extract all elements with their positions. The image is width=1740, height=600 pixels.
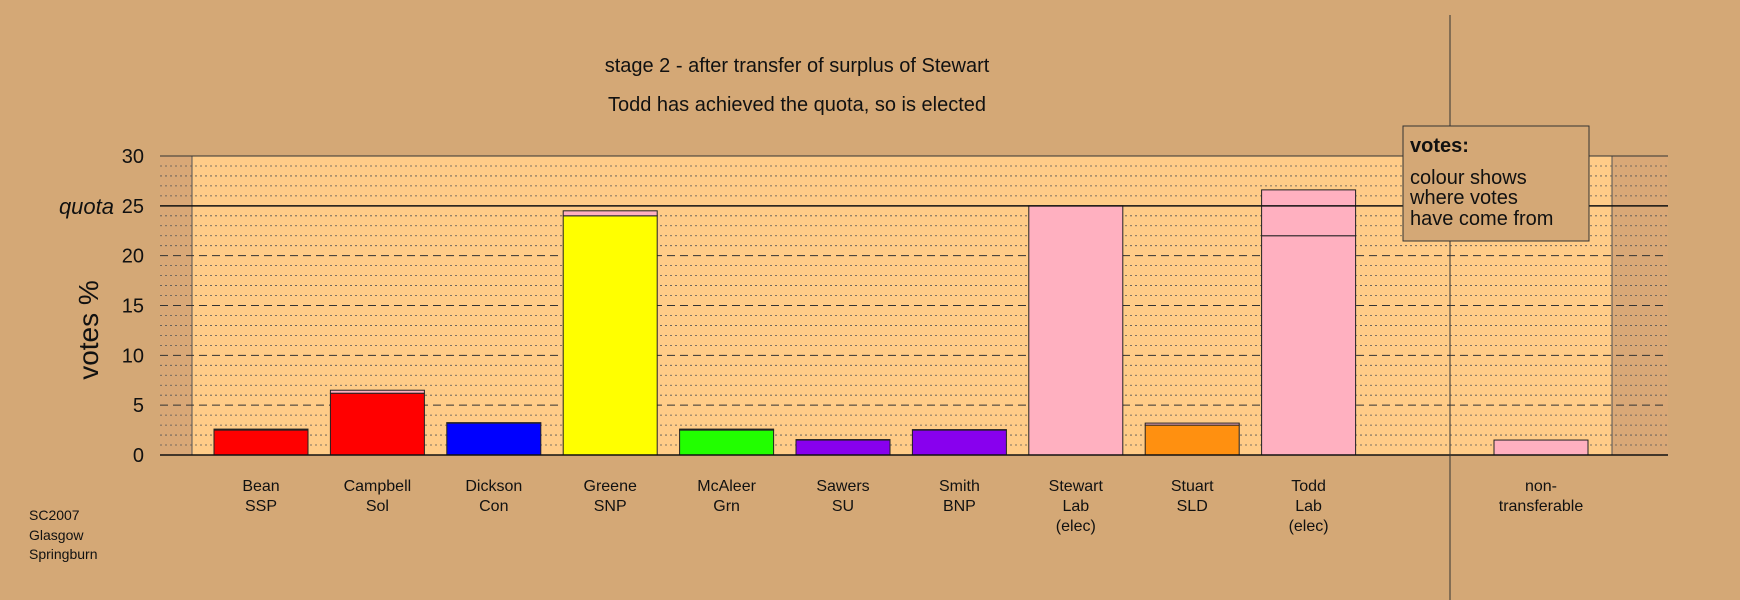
legend-line-1: colour shows bbox=[1410, 167, 1527, 189]
category-labels: Bean SSP Campbell Sol Dickson Con Greene SNP McA… bbox=[242, 478, 1583, 535]
bar-greene-segment-2 bbox=[562, 210, 658, 217]
y-axis-label: votes % bbox=[73, 280, 104, 380]
category-label-bean-2: SSP bbox=[245, 498, 277, 515]
category-label-sawers-2: SU bbox=[832, 498, 854, 515]
y-tick-label-10: 10 bbox=[122, 345, 144, 367]
legend: votes: colour shows where votes have com… bbox=[1402, 125, 1590, 242]
y-tick-label-30: 30 bbox=[122, 146, 144, 168]
bar-stuart-segment-2 bbox=[1144, 422, 1240, 426]
footer: SC2007 Glasgow Springburn bbox=[29, 507, 98, 562]
category-label-bean-1: Bean bbox=[242, 478, 279, 495]
bar-campbell-segment-2 bbox=[329, 389, 425, 394]
category-label-nontransferable-1: non- bbox=[1525, 478, 1557, 495]
bar-mcaleer-segment-2 bbox=[679, 428, 775, 431]
category-label-campbell-2: Sol bbox=[366, 498, 389, 515]
chart-title: stage 2 - after transfer of surplus of S… bbox=[605, 55, 990, 77]
category-label-smith-2: BNP bbox=[943, 498, 976, 515]
legend-title: votes: bbox=[1410, 135, 1469, 157]
y-tick-label-15: 15 bbox=[122, 296, 144, 318]
category-label-mcaleer-2: Grn bbox=[713, 498, 740, 515]
quota-label: quota bbox=[59, 194, 114, 219]
bar-bean-segment-1 bbox=[213, 429, 309, 456]
category-label-todd-2: Lab bbox=[1295, 498, 1322, 515]
bar-campbell-segment-1 bbox=[329, 392, 425, 456]
category-label-greene-1: Greene bbox=[584, 478, 637, 495]
category-label-mcaleer-1: McAleer bbox=[697, 478, 756, 495]
legend-line-2: where votes bbox=[1409, 187, 1518, 209]
category-label-greene-2: SNP bbox=[594, 498, 627, 515]
bar-stewart-segment-1 bbox=[1028, 205, 1124, 456]
category-label-dickson-1: Dickson bbox=[465, 478, 522, 495]
bar-smith-segment-1 bbox=[911, 429, 1007, 456]
category-label-dickson-2: Con bbox=[479, 498, 508, 515]
category-label-todd-1: Todd bbox=[1291, 478, 1326, 495]
category-label-sawers-1: Sawers bbox=[816, 478, 869, 495]
bar-todd-segment-1 bbox=[1261, 235, 1357, 456]
category-label-nontransferable-2: transferable bbox=[1499, 498, 1584, 515]
y-tick-label-20: 20 bbox=[122, 246, 144, 268]
category-label-stuart-1: Stuart bbox=[1171, 478, 1214, 495]
legend-line-3: have come from bbox=[1410, 208, 1553, 230]
legend-box bbox=[1402, 125, 1590, 242]
y-tick-label-25: 25 bbox=[122, 196, 144, 218]
bar-todd-segment-2 bbox=[1261, 189, 1357, 237]
footer-line-1: SC2007 bbox=[29, 507, 80, 523]
footer-line-2: Glasgow bbox=[29, 527, 84, 543]
bar-dickson-segment-1 bbox=[446, 422, 542, 456]
category-label-stewart-3: (elec) bbox=[1056, 518, 1096, 535]
category-label-stuart-2: SLD bbox=[1177, 498, 1208, 515]
chart-subtitle: Todd has achieved the quota, so is elect… bbox=[608, 94, 986, 116]
footer-line-3: Springburn bbox=[29, 546, 98, 562]
bar-bean-segment-2 bbox=[213, 428, 309, 431]
y-tick-label-5: 5 bbox=[133, 395, 144, 417]
category-label-stewart-2: Lab bbox=[1062, 498, 1089, 515]
category-label-campbell-1: Campbell bbox=[344, 478, 412, 495]
bar-greene-segment-1 bbox=[562, 215, 658, 456]
category-label-stewart-1: Stewart bbox=[1049, 478, 1104, 495]
bar-nontransferable-segment-1 bbox=[1493, 439, 1589, 456]
y-tick-label-0: 0 bbox=[133, 445, 144, 467]
category-label-smith-1: Smith bbox=[939, 478, 980, 495]
bar-stuart-segment-1 bbox=[1144, 424, 1240, 456]
category-label-todd-3: (elec) bbox=[1289, 518, 1329, 535]
bar-sawers-segment-1 bbox=[795, 439, 891, 456]
bar-mcaleer-segment-1 bbox=[679, 429, 775, 456]
